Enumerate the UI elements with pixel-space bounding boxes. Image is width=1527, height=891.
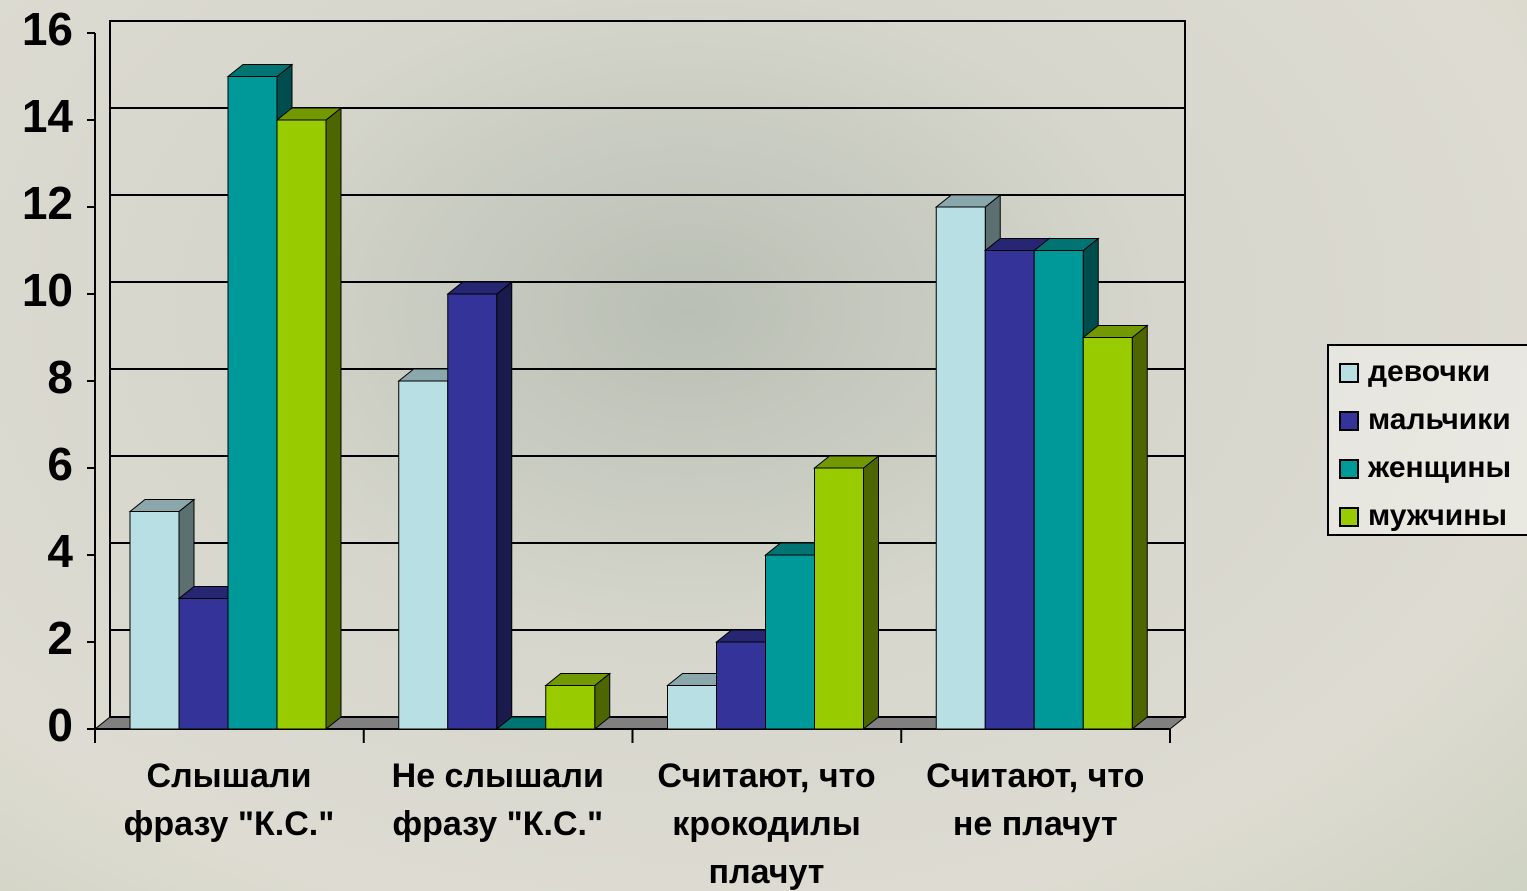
bar — [1081, 324, 1149, 731]
bar-front — [276, 119, 327, 730]
y-tick-label: 4 — [47, 525, 73, 577]
bar-side — [863, 454, 879, 731]
y-tick-label: 0 — [47, 699, 73, 751]
bar-front — [667, 685, 717, 730]
legend-label: женщины — [1367, 451, 1511, 484]
y-tick-label: 16 — [22, 3, 73, 55]
x-tick-label: Не слышали фразу "К.С." — [391, 757, 604, 843]
y-tick-label: 14 — [22, 90, 74, 142]
legend-swatch — [1339, 411, 1359, 431]
y-tick-label: 6 — [47, 438, 73, 490]
legend-label: мальчики — [1368, 403, 1511, 436]
bar — [446, 280, 514, 731]
bar-front — [1082, 337, 1133, 730]
x-tick-label: Слышали фразу "К.С." — [123, 757, 335, 843]
legend-label: девочки — [1368, 355, 1490, 388]
y-tick-label: 10 — [22, 264, 73, 316]
bar-front — [398, 380, 449, 730]
x-tick-label: Считают, что не плачут — [926, 757, 1145, 843]
bar-front — [984, 250, 1035, 730]
legend-swatch — [1339, 507, 1359, 527]
bar-front — [227, 76, 278, 730]
bar-front — [178, 598, 229, 730]
bar-side — [1131, 324, 1148, 731]
bar-front — [765, 554, 815, 730]
legend-box — [1327, 344, 1527, 536]
bar-front — [716, 641, 766, 730]
bar-side — [496, 280, 513, 731]
bar-front — [1033, 250, 1084, 730]
bar — [813, 454, 880, 731]
bar-front — [447, 293, 498, 730]
legend-swatch — [1339, 363, 1359, 383]
y-tick-label: 8 — [47, 351, 73, 403]
bar — [275, 106, 343, 731]
bar-front — [814, 467, 864, 730]
bar-side — [325, 106, 342, 731]
y-tick-label: 2 — [47, 612, 73, 664]
bar-front — [129, 511, 180, 730]
x-tick-label: Считают, что крокодилы плачут — [657, 757, 876, 891]
legend-label: мужчины — [1368, 499, 1507, 532]
legend-swatch — [1339, 459, 1359, 479]
bar — [544, 672, 612, 731]
bar-front — [545, 685, 596, 730]
bar-front — [935, 206, 986, 730]
y-tick-label: 12 — [22, 177, 73, 229]
